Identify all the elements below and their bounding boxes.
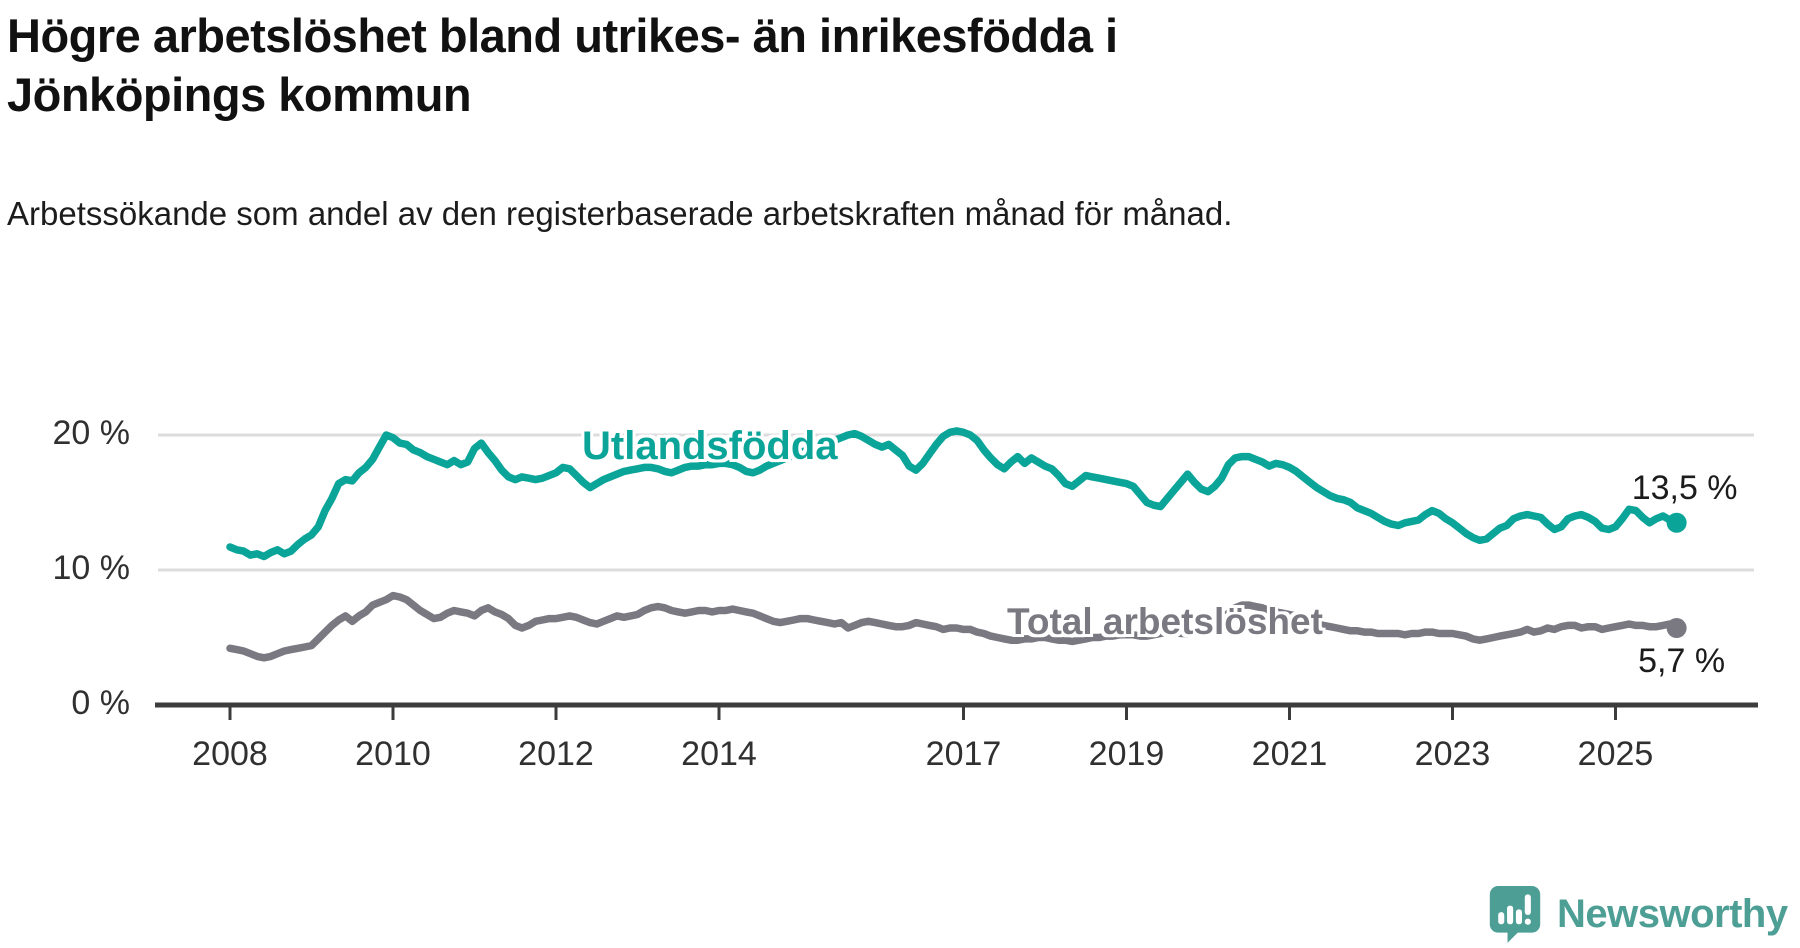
series-line-utlandsfödda bbox=[226, 427, 1681, 561]
x-axis-tick-label: 2010 bbox=[355, 735, 431, 773]
page-subtitle: Arbetssökande som andel av den registerb… bbox=[7, 195, 1233, 232]
series-end-value-label: 13,5 % bbox=[1631, 468, 1738, 507]
x-axis-tick-label: 2019 bbox=[1088, 735, 1165, 773]
series-line-total-arbetslöshet bbox=[226, 591, 1681, 662]
y-axis-tick-label: 20 % bbox=[52, 414, 131, 452]
series-end-dot bbox=[1666, 512, 1687, 533]
y-axis-tick-label: 10 % bbox=[52, 549, 131, 587]
brand-name: Newsworthy bbox=[1557, 891, 1788, 936]
x-axis-tick-label: 2021 bbox=[1251, 735, 1328, 773]
bar-chart-speech-bubble-icon bbox=[1489, 886, 1541, 943]
y-axis-tick-label: 0 % bbox=[71, 684, 130, 722]
x-axis-tick-label: 2008 bbox=[192, 735, 268, 773]
x-axis-tick-label: 2012 bbox=[518, 735, 594, 773]
x-axis-tick-label: 2017 bbox=[925, 735, 1002, 773]
newsworthy-logo: Newsworthy bbox=[1487, 884, 1788, 944]
x-axis-tick-label: 2025 bbox=[1577, 735, 1654, 773]
x-axis-tick-label: 2014 bbox=[681, 735, 757, 773]
series-label-utlandsfodda: Utlandsfödda bbox=[582, 424, 838, 468]
series-label-total: Total arbetslöshet bbox=[1007, 601, 1323, 642]
x-axis-tick-label: 2023 bbox=[1414, 735, 1491, 773]
series-end-value-label: 5,7 % bbox=[1638, 642, 1726, 681]
series-end-dot bbox=[1666, 618, 1687, 639]
page-title: Högre arbetslöshet bland utrikes- än inr… bbox=[7, 9, 1118, 122]
